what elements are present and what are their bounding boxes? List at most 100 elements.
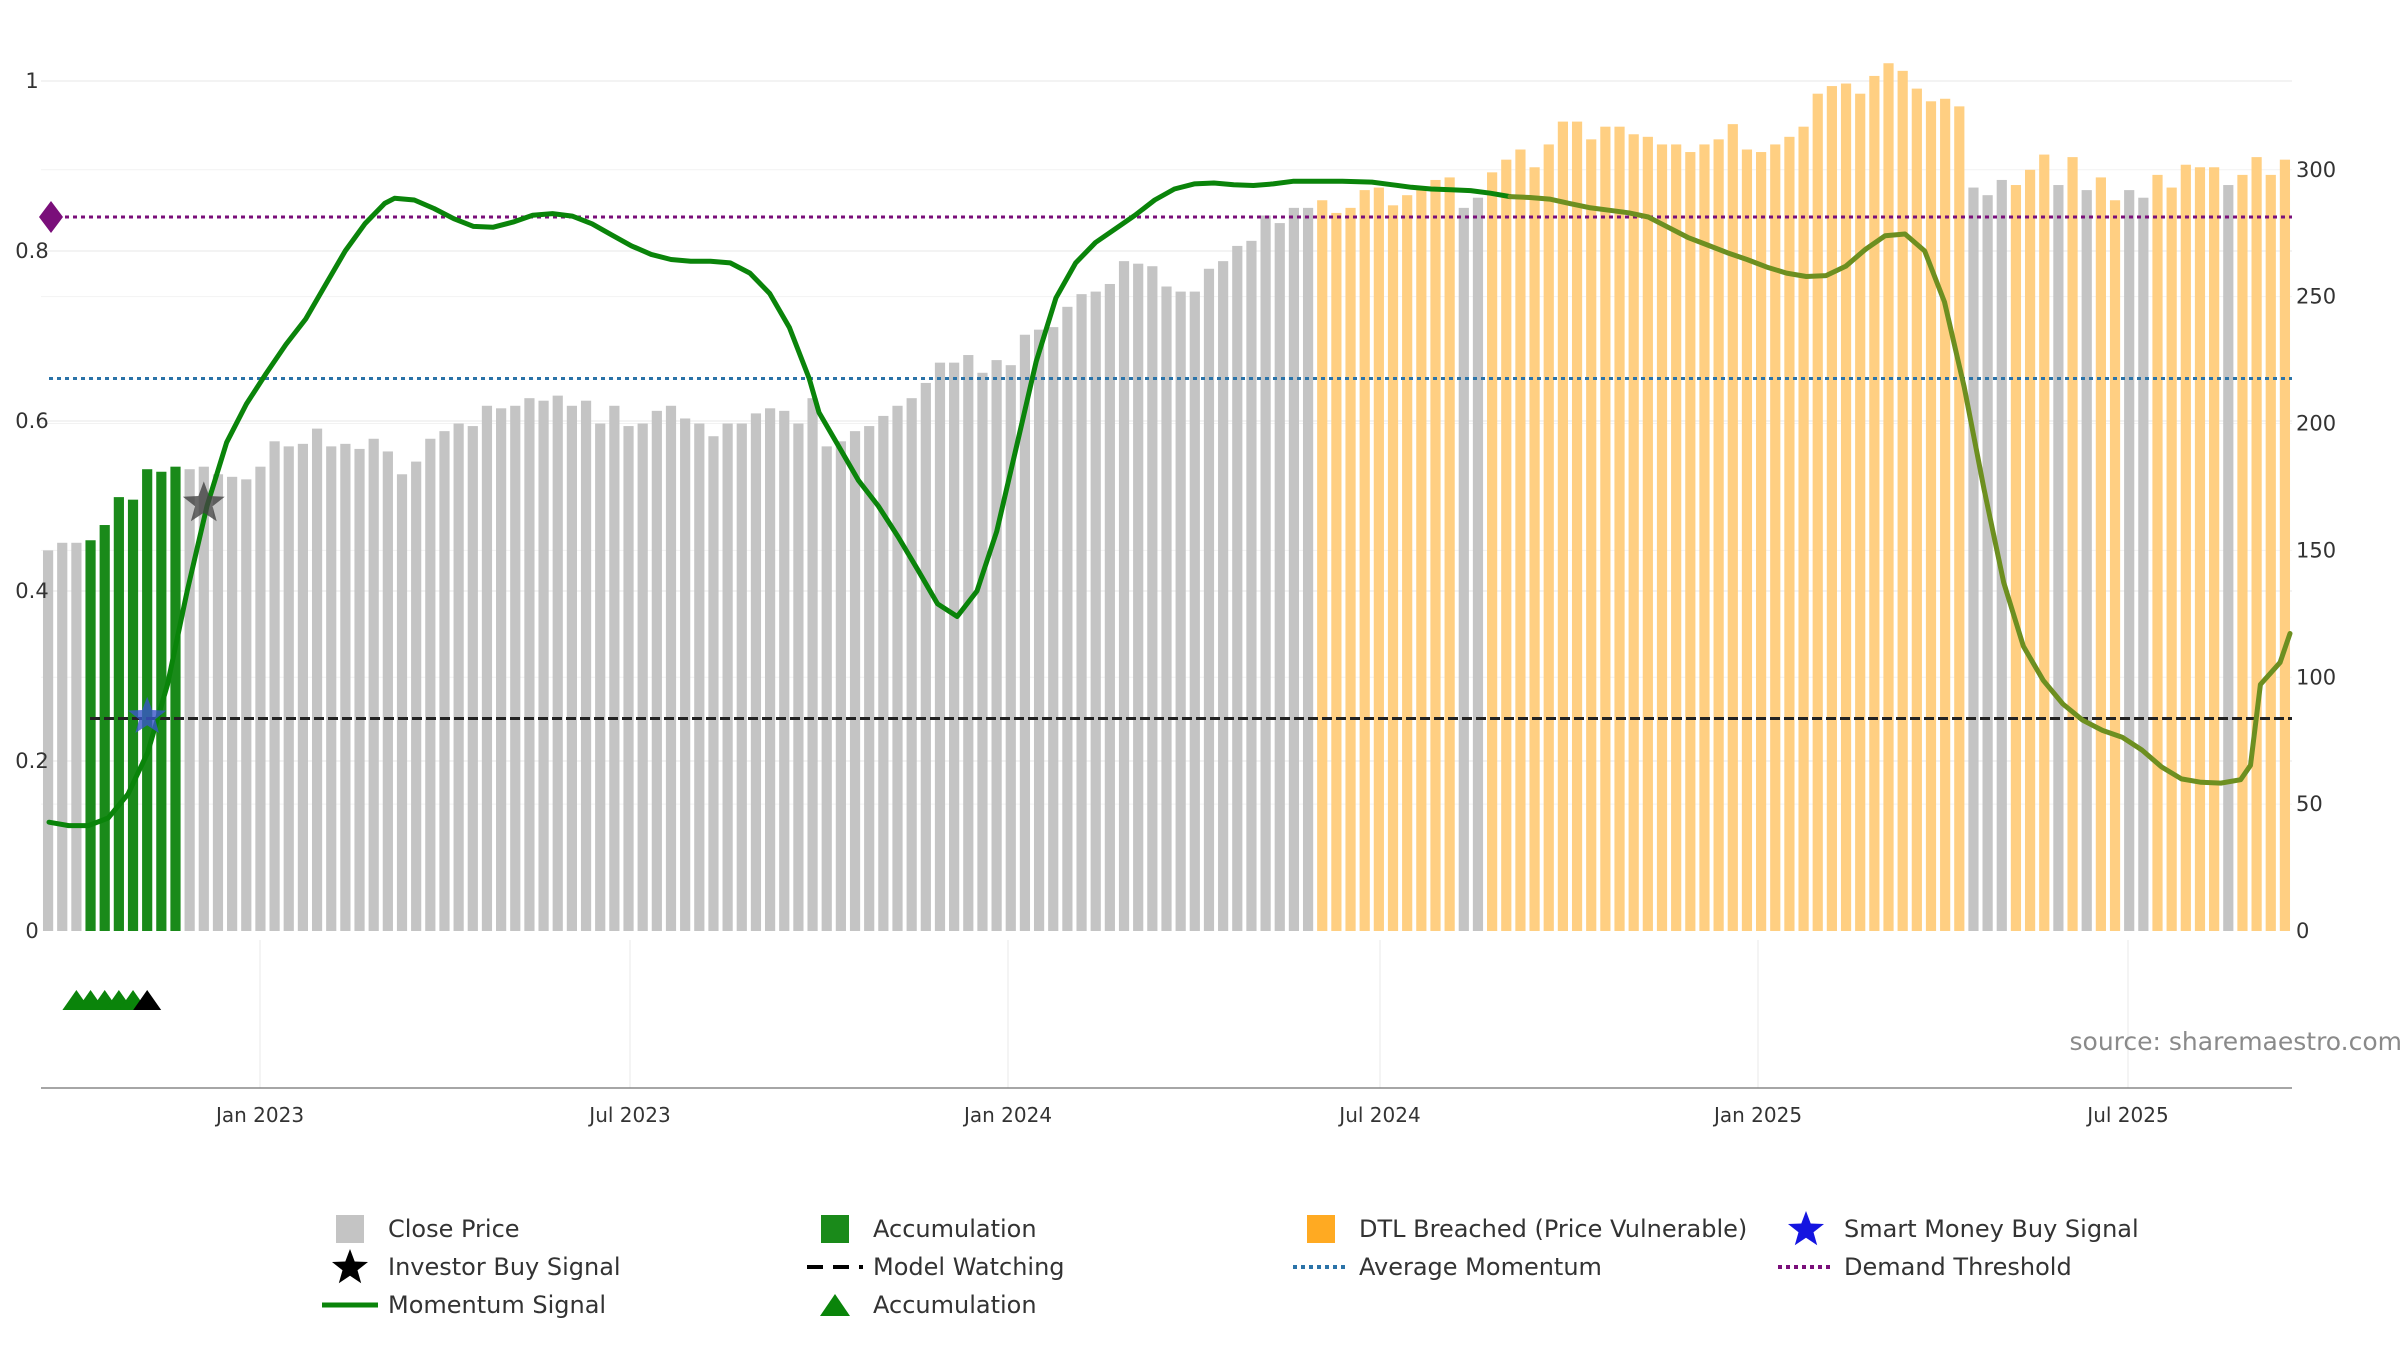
close-price-bar — [538, 400, 549, 931]
dtl-breached-bar — [1826, 86, 1837, 931]
close-price-bar — [1996, 179, 2007, 932]
dtl-breached-bar — [2237, 174, 2248, 931]
close-price-bar — [623, 426, 634, 931]
close-price-bar — [1161, 286, 1172, 931]
legend-momentum-signal-label: Momentum Signal — [388, 1291, 607, 1319]
dtl-breached-bar — [1373, 187, 1384, 932]
close-price-bar — [453, 423, 464, 931]
legend-dtl-breached-swatch — [1291, 1210, 1351, 1248]
close-price-bar — [439, 431, 450, 931]
close-price-bar — [467, 426, 478, 931]
close-price-bar — [1076, 294, 1087, 931]
legend-smart-money: Smart Money Buy Signal — [1776, 1210, 2139, 1248]
left-axis-tick: 0.4 — [15, 579, 48, 603]
close-price-bar — [651, 410, 662, 932]
left-axis-tick: 0.2 — [15, 749, 48, 773]
close-price-bar — [1288, 207, 1300, 932]
dtl-breached-bar — [2095, 177, 2106, 931]
close-price-bar — [354, 448, 365, 931]
close-price-bar — [949, 362, 960, 931]
legend-close-price: Close Price — [320, 1210, 520, 1248]
legend-close-price-swatch — [320, 1210, 380, 1248]
source-label: source: sharemaestro.com — [2070, 1027, 2400, 1056]
legend-dtl-breached: DTL Breached (Price Vulnerable) — [1291, 1210, 1747, 1248]
legend-demand-threshold-label: Demand Threshold — [1844, 1253, 2072, 1281]
right-axis-tick: 100 — [2296, 665, 2336, 689]
dtl-breached-bar — [1911, 88, 1922, 931]
right-axis-tick: 150 — [2296, 538, 2336, 562]
dtl-breached-bar — [1798, 126, 1809, 932]
close-price-bar — [340, 443, 351, 931]
close-price-bar — [2138, 197, 2149, 931]
dtl-breached-bar — [1812, 93, 1823, 931]
close-price-bar — [566, 405, 577, 931]
close-price-bar — [212, 474, 224, 931]
close-price-bar — [1232, 245, 1243, 932]
momentum-signal-line-solid — [46, 178, 1513, 829]
legend-demand-threshold: Demand Threshold — [1776, 1248, 2072, 1286]
close-price-bar — [311, 428, 323, 931]
legend-model-watching-swatch — [805, 1248, 865, 1286]
demand-threshold-marker — [39, 201, 63, 233]
dtl-breached-bar — [2010, 185, 2022, 931]
dtl-breached-bar — [1925, 101, 1937, 931]
close-price-bar — [920, 382, 931, 931]
close-price-bar — [227, 476, 238, 931]
close-price-bar — [326, 446, 337, 931]
left-axis-tick: 0 — [25, 919, 38, 943]
close-price-bar — [1118, 261, 1130, 931]
close-price-bar — [1175, 291, 1186, 931]
dtl-breached-bar — [1883, 63, 1894, 931]
close-price-bar — [552, 395, 563, 932]
dtl-breached-bar — [1671, 144, 1682, 931]
close-price-bar — [1260, 215, 1271, 932]
close-price-bar — [1133, 263, 1144, 932]
price-bars — [42, 63, 2291, 932]
legend-accumulation-triangle-label: Accumulation — [873, 1291, 1037, 1319]
dtl-breached-bar — [2166, 187, 2177, 932]
triangle-icon — [805, 1286, 865, 1324]
dtl-breached-bar — [1515, 149, 1526, 932]
close-price-bar — [382, 451, 393, 931]
legend-accumulation-bar: Accumulation — [805, 1210, 1037, 1248]
close-price-bar — [864, 426, 875, 931]
close-price-bar — [425, 438, 436, 931]
dtl-breached-bar — [1628, 134, 1639, 932]
right-axis-tick: 50 — [2296, 792, 2323, 816]
close-price-bar — [184, 469, 195, 931]
investor-buy-signal-star — [182, 481, 225, 522]
accumulation-bar — [99, 525, 110, 931]
dtl-breached-bar — [2194, 167, 2206, 931]
legend-momentum-signal-swatch — [320, 1286, 380, 1324]
close-price-bar — [779, 410, 790, 932]
close-price-bar — [934, 362, 946, 931]
dtl-breached-bar — [1331, 212, 1342, 931]
legend: Close Price Accumulation DTL Breached (P… — [320, 1210, 2220, 1330]
dtl-breached-bar — [1897, 70, 1908, 931]
dtl-breached-bar — [2152, 174, 2163, 931]
dtl-breached-bar — [1756, 152, 1767, 931]
accumulation-bar — [113, 497, 124, 931]
legend-accumulation-triangle: Accumulation — [805, 1286, 1037, 1324]
dtl-breached-bar — [1713, 139, 1724, 931]
dtl-breached-bar — [1317, 200, 1328, 932]
close-price-bar — [396, 474, 408, 931]
close-price-bar — [1203, 268, 1215, 931]
reference-lines — [39, 201, 2292, 720]
right-axis-tick: 300 — [2296, 158, 2336, 182]
legend-model-watching: Model Watching — [805, 1248, 1065, 1286]
dtl-breached-bar — [1685, 152, 1696, 931]
close-price-bar — [722, 423, 733, 931]
x-axis: Jan 2023 Jul 2023 Jan 2024 Jul 2024 Jan 2025… — [214, 1103, 2169, 1127]
close-price-bar — [1062, 306, 1073, 931]
close-price-bar — [241, 479, 252, 931]
close-price-bar — [1472, 197, 1484, 931]
x-axis-tick: Jul 2024 — [1337, 1103, 1420, 1127]
close-price-bar — [1090, 291, 1101, 931]
x-axis-tick: Jan 2024 — [962, 1103, 1052, 1127]
legend-demand-threshold-swatch — [1776, 1248, 1836, 1286]
close-price-bar — [411, 461, 422, 931]
dtl-breached-bar — [1345, 207, 1356, 932]
dtl-breached-bar — [2279, 159, 2291, 931]
